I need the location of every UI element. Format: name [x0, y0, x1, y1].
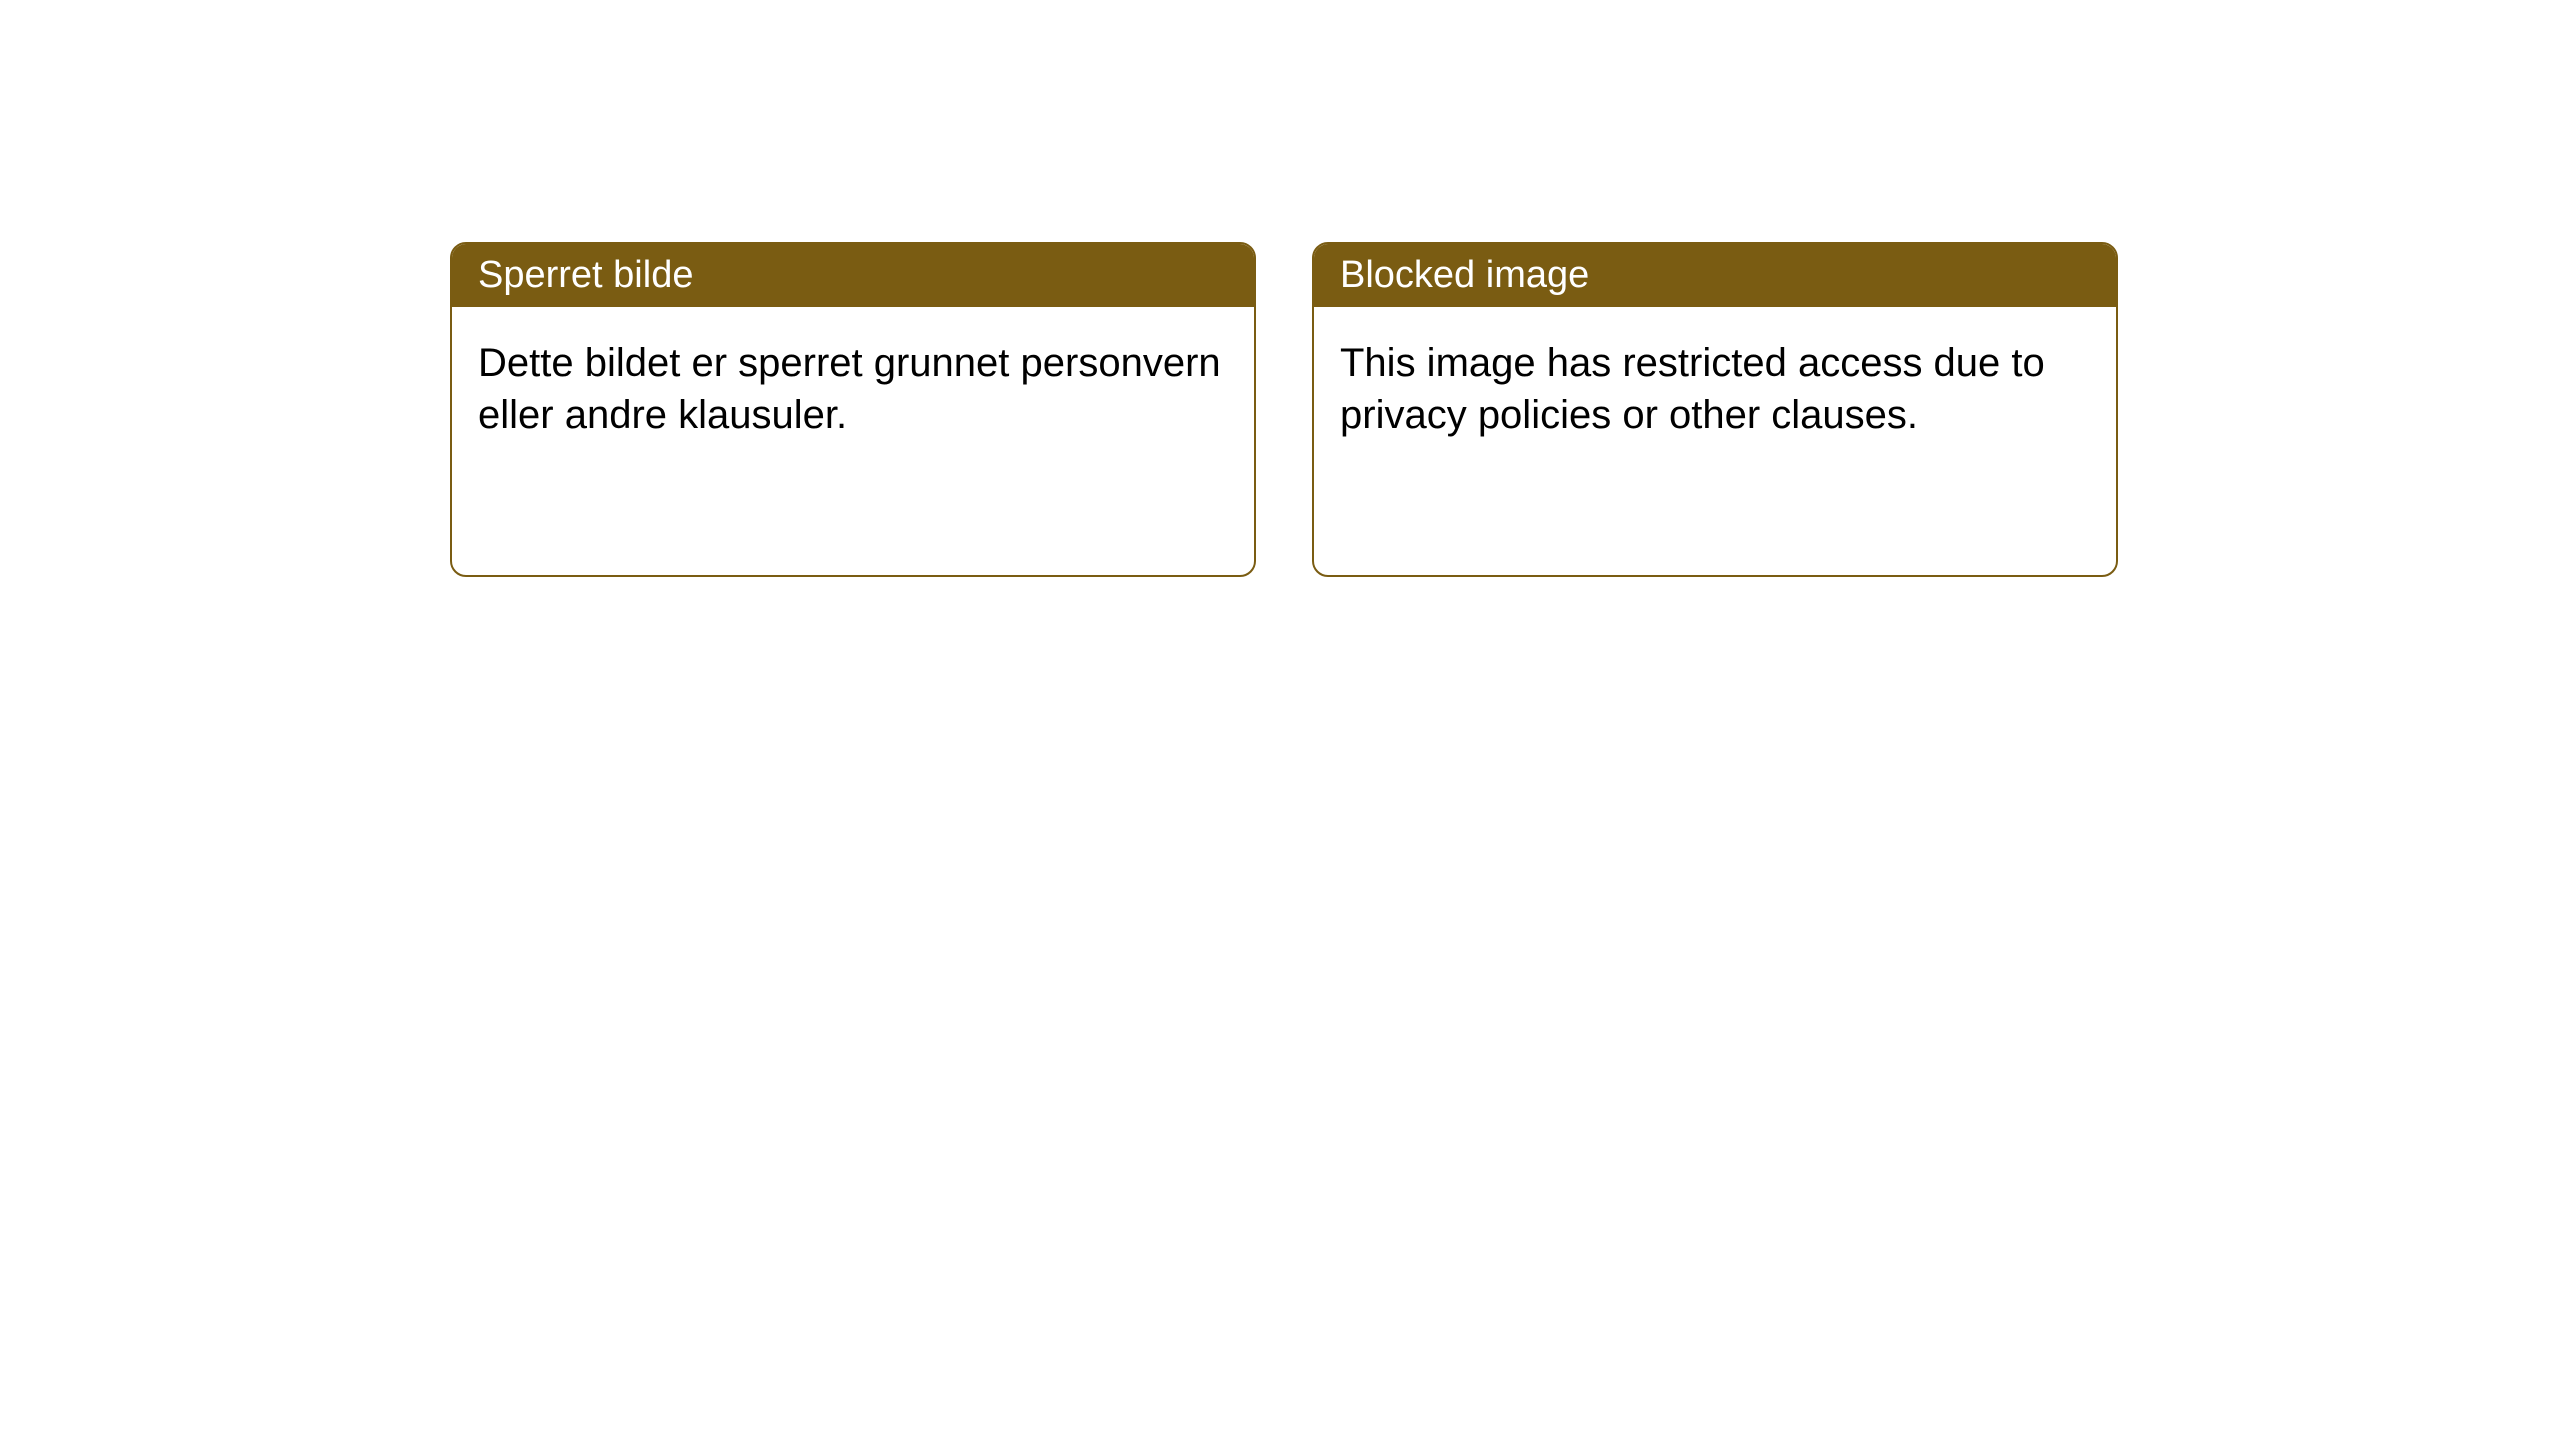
notice-container: Sperret bilde Dette bildet er sperret gr… — [450, 242, 2118, 577]
card-message: This image has restricted access due to … — [1340, 341, 2045, 437]
card-message: Dette bildet er sperret grunnet personve… — [478, 341, 1221, 437]
card-header: Blocked image — [1314, 244, 2116, 307]
card-body: Dette bildet er sperret grunnet personve… — [452, 307, 1254, 471]
card-title: Blocked image — [1340, 254, 1589, 296]
notice-card-norwegian: Sperret bilde Dette bildet er sperret gr… — [450, 242, 1256, 577]
card-body: This image has restricted access due to … — [1314, 307, 2116, 471]
card-header: Sperret bilde — [452, 244, 1254, 307]
card-title: Sperret bilde — [478, 254, 693, 296]
notice-card-english: Blocked image This image has restricted … — [1312, 242, 2118, 577]
